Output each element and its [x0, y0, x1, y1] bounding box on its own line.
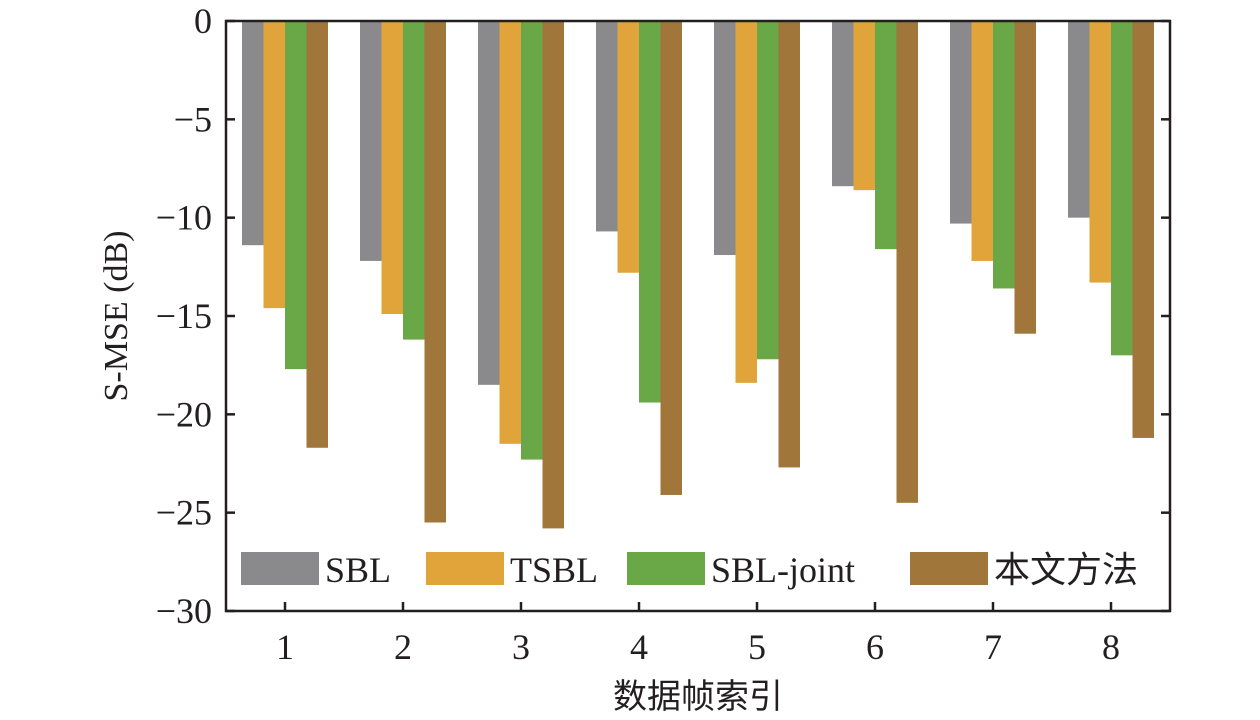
bar-SBL-7	[950, 21, 972, 224]
bar-本文方法-7	[1014, 21, 1036, 334]
bar-本文方法-2	[424, 21, 446, 523]
bars-group	[242, 21, 1154, 529]
bar-TSBL-4	[617, 21, 639, 273]
y-tick-label: −25	[156, 493, 212, 533]
bar-TSBL-5	[735, 21, 757, 383]
legend-swatch-SBL-joint	[627, 552, 705, 585]
bar-SBL-8	[1068, 21, 1090, 218]
legend-label-SBL-joint: SBL-joint	[711, 550, 855, 590]
y-tick-label: −15	[156, 296, 212, 336]
bar-SBL-joint-3	[521, 21, 543, 460]
bar-TSBL-8	[1089, 21, 1111, 283]
legend: SBL TSBL SBL-joint 本文方法	[241, 550, 1138, 590]
bar-TSBL-6	[853, 21, 875, 191]
bar-本文方法-4	[660, 21, 682, 495]
bar-本文方法-5	[778, 21, 800, 468]
bar-SBL-1	[242, 21, 264, 246]
x-tick-label: 6	[866, 627, 884, 667]
bar-SBL-joint-2	[403, 21, 425, 340]
bar-TSBL-2	[381, 21, 403, 315]
x-tick-label: 3	[512, 627, 530, 667]
legend-swatch-SBL	[241, 552, 319, 585]
bar-TSBL-7	[971, 21, 993, 261]
y-tick-label: −10	[156, 198, 212, 238]
y-tick-label: 0	[194, 1, 212, 41]
x-tick-label: 7	[984, 627, 1002, 667]
x-axis-title: 数据帧索引	[613, 678, 783, 716]
y-tick-label: −20	[156, 394, 212, 434]
bar-TSBL-3	[499, 21, 521, 444]
bar-本文方法-6	[896, 21, 918, 503]
legend-swatch-TSBL	[426, 552, 504, 585]
y-axis-title: S-MSE (dB)	[98, 231, 135, 402]
y-tick-label: −5	[174, 99, 212, 139]
x-axis: 1 2 3 4 5 6 7 8	[276, 602, 1120, 667]
x-tick-label: 2	[394, 627, 412, 667]
legend-swatch-本文方法	[910, 552, 988, 585]
x-tick-label: 1	[276, 627, 294, 667]
bar-SBL-joint-7	[993, 21, 1015, 289]
legend-label-TSBL: TSBL	[510, 550, 598, 590]
y-axis: 0 −5 −10 −15 −20 −25 −30	[156, 1, 1170, 631]
bar-SBL-6	[832, 21, 854, 187]
bar-SBL-4	[596, 21, 618, 232]
bar-本文方法-3	[542, 21, 564, 529]
legend-label-SBL: SBL	[325, 550, 391, 590]
bar-SBL-2	[360, 21, 382, 261]
x-tick-label: 8	[1102, 627, 1120, 667]
x-tick-label: 5	[748, 627, 766, 667]
bar-SBL-joint-1	[285, 21, 307, 370]
bar-本文方法-1	[306, 21, 328, 448]
bar-SBL-joint-8	[1111, 21, 1133, 356]
bar-TSBL-1	[263, 21, 285, 309]
bar-SBL-3	[478, 21, 500, 385]
bar-SBL-5	[714, 21, 736, 256]
bar-SBL-joint-5	[757, 21, 779, 360]
x-tick-label: 4	[630, 627, 648, 667]
y-tick-label: −30	[156, 591, 212, 631]
bar-本文方法-8	[1132, 21, 1154, 438]
legend-label-本文方法: 本文方法	[994, 550, 1138, 590]
bar-SBL-joint-4	[639, 21, 661, 403]
bar-SBL-joint-6	[875, 21, 897, 250]
